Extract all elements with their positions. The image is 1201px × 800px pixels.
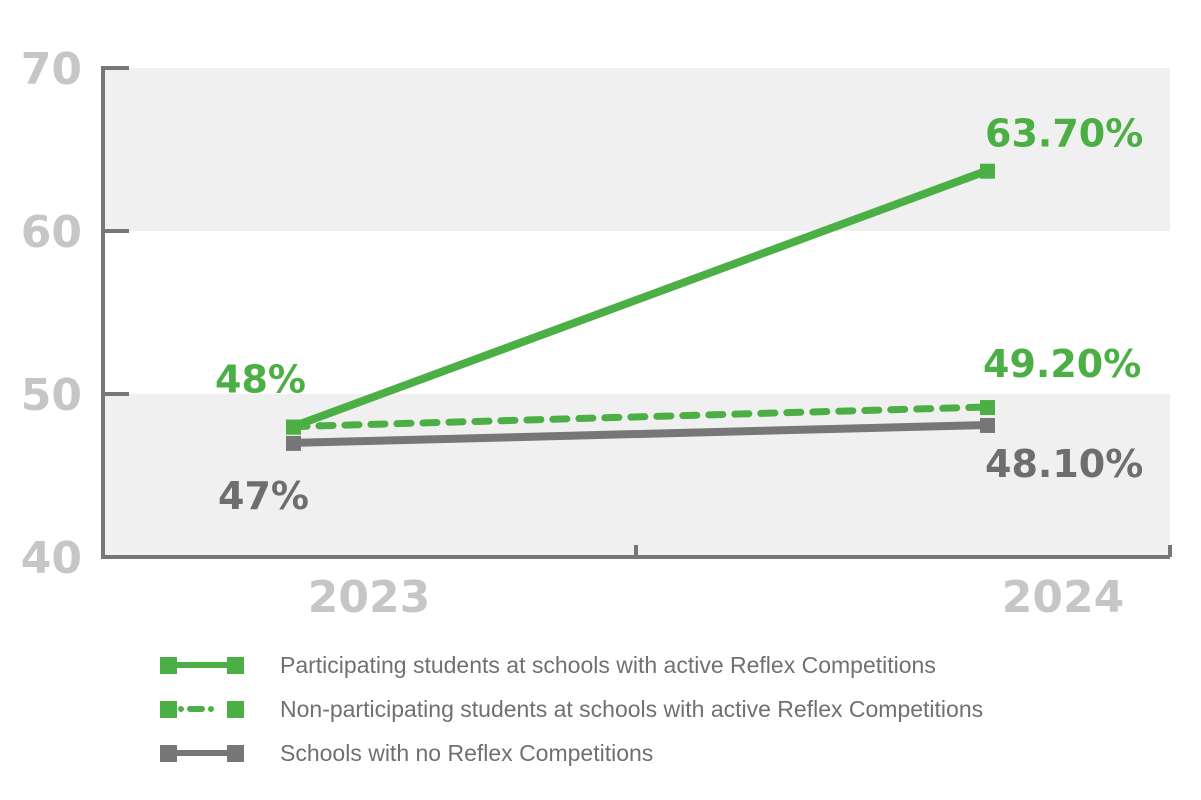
data-label: 47%	[218, 474, 309, 518]
legend-marker	[227, 745, 244, 762]
legend-marker	[160, 701, 177, 718]
legend-label: Non-participating students at schools wi…	[280, 696, 983, 722]
grid-band	[103, 68, 1170, 231]
data-label: 48.10%	[985, 442, 1143, 486]
data-point-marker	[980, 417, 995, 433]
y-tick-label: 50	[21, 370, 82, 421]
legend-label: Schools with no Reflex Competitions	[280, 740, 653, 766]
data-label: 48%	[215, 358, 306, 402]
series-line	[289, 403, 991, 431]
x-tick-label: 2024	[1002, 572, 1124, 623]
legend-marker	[160, 657, 177, 674]
data-label: 49.20%	[983, 342, 1141, 386]
data-point-marker	[980, 163, 995, 179]
y-tick-label: 40	[21, 533, 82, 584]
legend-marker	[227, 701, 244, 718]
legend-label: Participating students at schools with a…	[280, 652, 936, 678]
data-point-marker	[286, 419, 301, 435]
series-line	[291, 166, 989, 431]
y-tick-label: 70	[21, 44, 82, 95]
y-tick-label: 60	[21, 207, 82, 258]
data-point-marker	[286, 435, 301, 451]
x-tick-label: 2023	[308, 572, 430, 623]
legend-marker	[227, 657, 244, 674]
data-point-marker	[980, 400, 995, 416]
data-label: 63.70%	[985, 112, 1143, 156]
series-line	[292, 420, 988, 447]
legend-marker	[160, 745, 177, 762]
